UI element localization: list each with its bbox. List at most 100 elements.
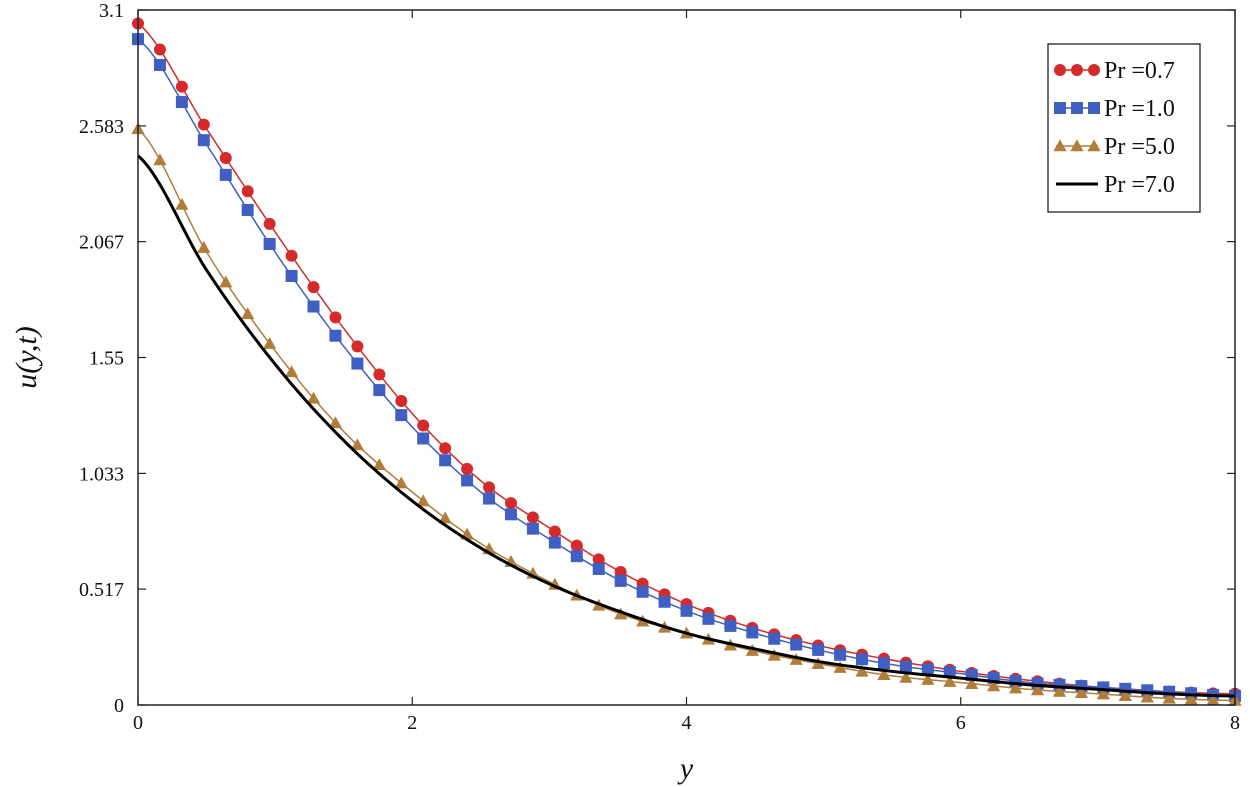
data-point	[395, 409, 408, 422]
data-point	[351, 340, 364, 353]
data-point	[483, 492, 496, 505]
data-point	[702, 612, 715, 625]
data-point	[153, 43, 166, 56]
data-point	[1118, 689, 1132, 701]
data-point	[372, 458, 386, 471]
data-point	[1140, 690, 1154, 703]
data-point	[570, 539, 583, 552]
data-point	[1052, 684, 1067, 697]
data-point	[417, 419, 430, 432]
legend-item: Pr =0.7	[1054, 58, 1175, 84]
legend-marker	[1071, 102, 1083, 114]
data-point	[197, 240, 211, 253]
data-point	[1206, 693, 1220, 706]
data-point	[241, 307, 255, 320]
legend-label: Pr =1.0	[1104, 96, 1175, 122]
data-point	[461, 474, 474, 487]
legend-label: Pr =0.7	[1104, 58, 1175, 84]
data-point	[526, 522, 539, 535]
data-point	[855, 664, 869, 677]
data-point	[658, 595, 671, 608]
data-point	[307, 300, 320, 313]
data-point	[285, 249, 298, 262]
plot-area	[131, 17, 1242, 706]
data-point	[329, 329, 342, 342]
x-tick-label: 0	[133, 712, 143, 734]
legend-marker	[1053, 139, 1067, 152]
legend: Pr =0.7 Pr =1.0 Pr =5.0 Pr =7.0	[1047, 43, 1201, 213]
data-point	[306, 391, 321, 404]
data-point	[548, 525, 561, 538]
data-point	[724, 619, 737, 632]
data-point	[175, 96, 188, 109]
data-point	[416, 494, 430, 507]
data-point	[219, 168, 232, 181]
data-point	[1030, 683, 1045, 696]
data-point	[175, 80, 188, 93]
data-point	[768, 632, 781, 645]
data-point	[417, 432, 430, 445]
data-point	[438, 511, 452, 524]
data-point	[263, 336, 277, 349]
x-axis-title: y	[677, 752, 694, 785]
data-point	[373, 384, 386, 397]
y-axis-title: u(y,t)	[10, 326, 43, 388]
data-point	[877, 657, 890, 670]
data-point	[241, 203, 254, 216]
legend-marker	[1088, 102, 1100, 114]
legend-marker	[1070, 139, 1084, 152]
data-point	[921, 673, 935, 685]
data-point	[526, 511, 539, 524]
data-point	[592, 553, 605, 566]
legend-marker	[1071, 64, 1083, 76]
y-tick-label: 2.583	[79, 116, 124, 138]
data-point	[241, 185, 254, 198]
data-point	[153, 153, 167, 166]
legend-item: Pr =1.0	[1054, 96, 1175, 122]
data-point	[943, 666, 956, 679]
data-point	[812, 643, 825, 656]
data-point	[767, 648, 781, 661]
series-1	[132, 33, 1241, 703]
data-point	[570, 550, 583, 563]
data-point	[394, 476, 408, 489]
data-point	[263, 217, 276, 230]
data-point	[329, 311, 342, 324]
legend-marker	[1087, 139, 1101, 152]
data-point	[328, 416, 343, 429]
legend-label: Pr =5.0	[1104, 134, 1175, 160]
data-point	[1184, 692, 1198, 705]
x-tick-label: 8	[1230, 712, 1240, 734]
y-tick-label: 0.517	[79, 579, 124, 601]
data-point	[1162, 691, 1176, 704]
data-point	[899, 670, 913, 683]
data-point	[285, 269, 298, 282]
data-point	[789, 653, 803, 665]
data-point	[746, 626, 759, 639]
data-point	[877, 668, 891, 681]
series-3	[136, 154, 1236, 698]
data-point	[943, 674, 957, 687]
data-point	[856, 653, 869, 666]
data-point	[965, 677, 979, 689]
legend-marker	[1088, 64, 1100, 76]
data-point	[219, 152, 232, 165]
y-tick-label: 1.033	[79, 463, 124, 485]
data-point	[636, 585, 649, 598]
x-tick-label: 2	[407, 712, 417, 734]
legend-item: Pr =5.0	[1053, 134, 1175, 160]
data-point	[373, 368, 386, 381]
legend-marker	[1054, 102, 1066, 114]
data-point	[350, 438, 364, 451]
legend-marker	[1054, 64, 1066, 76]
data-point	[197, 118, 210, 131]
y-tick-label: 3.1	[99, 0, 124, 22]
data-point	[921, 663, 934, 676]
data-point	[351, 357, 364, 370]
data-point	[483, 481, 496, 494]
data-point	[1096, 687, 1110, 700]
data-point	[439, 442, 452, 455]
y-tick-label: 1.55	[89, 348, 124, 370]
data-point	[219, 275, 233, 288]
